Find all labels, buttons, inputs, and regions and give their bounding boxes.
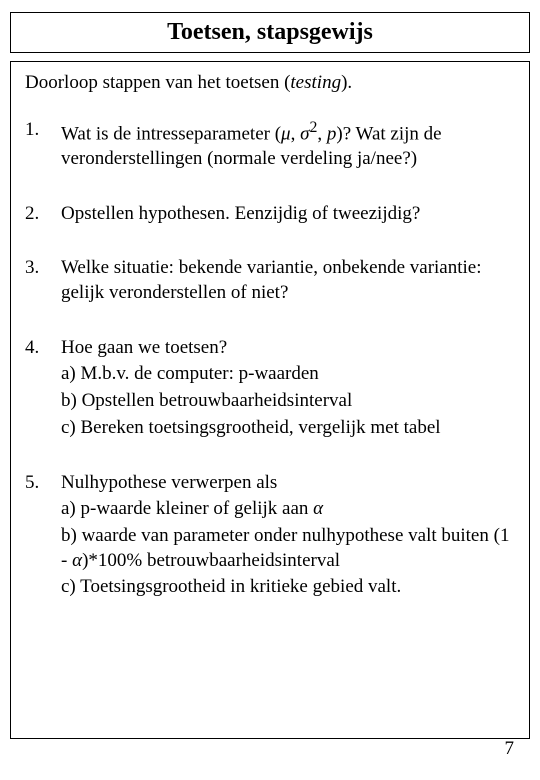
step-2: 2. Opstellen hypothesen. Eenzijdig of tw…	[25, 202, 515, 227]
content-box: Doorloop stappen van het toetsen (testin…	[10, 61, 530, 739]
intro-text-a: Doorloop stappen van het toetsen (	[25, 72, 290, 93]
step-3-num: 3.	[25, 256, 61, 305]
step-4-line1: Hoe gaan we toetsen?	[61, 336, 515, 361]
step-5-line1: Nulhypothese verwerpen als	[61, 471, 515, 496]
step-1-comma2: ,	[317, 123, 327, 144]
step-3-body: Welke situatie: bekende variantie, onbek…	[61, 256, 515, 305]
step-5-b-post: )*100% betrouwbaarheidsinterval	[82, 550, 340, 571]
step-4-body: Hoe gaan we toetsen? a) M.b.v. de comput…	[61, 336, 515, 441]
step-4-a: a) M.b.v. de computer: p-waarden	[61, 362, 515, 387]
step-5-a: a) p-waarde kleiner of gelijk aan α	[61, 497, 515, 522]
alpha-symbol-1: α	[313, 498, 323, 519]
page-title: Toetsen, stapsgewijs	[11, 19, 529, 46]
step-1-body: Wat is de intresseparameter (μ, σ2, p)? …	[61, 118, 515, 172]
step-5-c: c) Toetsingsgrootheid in kritieke gebied…	[61, 575, 515, 600]
alpha-symbol-2: α	[72, 550, 82, 571]
step-1-text-a: Wat is de intresseparameter (	[61, 123, 281, 144]
intro-line: Doorloop stappen van het toetsen (testin…	[25, 72, 515, 94]
page-number: 7	[505, 738, 515, 760]
step-5-a-pre: a) p-waarde kleiner of gelijk aan	[61, 498, 313, 519]
step-3: 3. Welke situatie: bekende variantie, on…	[25, 256, 515, 305]
step-1: 1. Wat is de intresseparameter (μ, σ2, p…	[25, 118, 515, 172]
step-4-c: c) Bereken toetsingsgrootheid, vergelijk…	[61, 416, 515, 441]
step-5-body: Nulhypothese verwerpen als a) p-waarde k…	[61, 471, 515, 600]
step-1-comma1: ,	[291, 123, 301, 144]
p-symbol: p	[327, 123, 337, 144]
step-1-num: 1.	[25, 118, 61, 172]
step-2-body: Opstellen hypothesen. Eenzijdig of tweez…	[61, 202, 515, 227]
intro-italic: testing	[290, 72, 341, 93]
step-5-num: 5.	[25, 471, 61, 600]
step-2-num: 2.	[25, 202, 61, 227]
mu-symbol: μ	[281, 123, 291, 144]
step-5: 5. Nulhypothese verwerpen als a) p-waard…	[25, 471, 515, 600]
title-box: Toetsen, stapsgewijs	[10, 12, 530, 53]
step-5-b: b) waarde van parameter onder nulhypothe…	[61, 524, 515, 573]
intro-text-b: ).	[341, 72, 352, 93]
step-4: 4. Hoe gaan we toetsen? a) M.b.v. de com…	[25, 336, 515, 441]
step-4-num: 4.	[25, 336, 61, 441]
step-4-b: b) Opstellen betrouwbaarheidsinterval	[61, 389, 515, 414]
